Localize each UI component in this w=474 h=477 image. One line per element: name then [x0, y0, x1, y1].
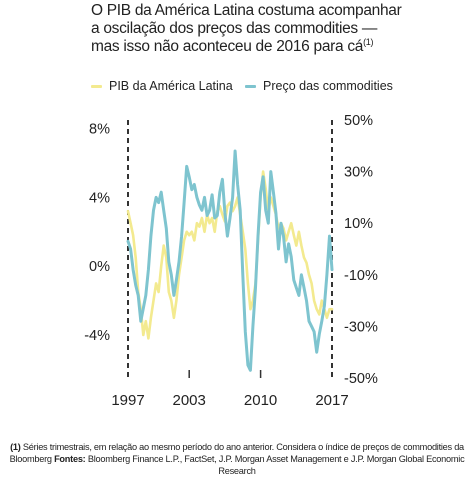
x-tick-label: 2003	[173, 392, 206, 409]
right-axis-tick-label: 50%	[344, 113, 373, 129]
legend-item-commodities: Preço das commodities	[245, 79, 393, 93]
left-axis-tick-label: -4%	[84, 328, 110, 344]
chart-title-line-1: O PIB da América Latina costuma acompanh…	[91, 2, 402, 19]
left-axis-tick-label: 4%	[89, 190, 110, 206]
chart-title: O PIB da América Latina costuma acompanh…	[91, 2, 471, 56]
legend-label-commodities: Preço das commodities	[263, 79, 393, 93]
x-tick-label: 2010	[244, 392, 277, 409]
title-footnote-marker: (1)	[363, 36, 374, 47]
left-axis-tick-label: 0%	[89, 259, 110, 275]
footer-sources-text: Bloomberg Finance L.P., FactSet, J.P. Mo…	[87, 454, 465, 476]
legend-swatch-pib	[91, 84, 102, 88]
right-axis-tick-label: -30%	[344, 319, 378, 335]
x-tick-label: 1997	[111, 392, 144, 409]
legend-label-pib: PIB da América Latina	[109, 79, 233, 93]
left-axis-tick-label: 8%	[89, 122, 110, 138]
right-axis-tick-label: -10%	[344, 268, 378, 284]
legend-swatch-commodities	[245, 84, 256, 88]
right-axis-tick-label: -50%	[344, 371, 378, 387]
footer-note-text: Séries trimestrais, em relação ao mesmo …	[22, 442, 464, 452]
chart-title-line-3-text: mas isso não aconteceu de 2016 para cá	[91, 38, 364, 55]
footer-sources-line: Bloomberg Fontes: Bloomberg Finance L.P.…	[0, 453, 474, 477]
series-line-pib	[126, 170, 334, 340]
footer-note-line-1: (1) Séries trimestrais, em relação ao me…	[0, 441, 474, 453]
footer-sources-label: Fontes:	[54, 454, 86, 464]
right-axis-tick-label: 30%	[344, 165, 373, 181]
chart-footer: (1) Séries trimestrais, em relação ao me…	[0, 441, 474, 477]
x-tick-label: 2017	[315, 392, 348, 409]
right-axis-tick-label: 10%	[344, 216, 373, 232]
footer-note-continuation: Bloomberg	[9, 454, 52, 464]
chart-title-line-3: mas isso não aconteceu de 2016 para cá(1…	[91, 36, 471, 56]
footer-note-marker: (1)	[10, 442, 21, 452]
chart-title-line-2: a oscilação dos preços das commodities —	[91, 20, 378, 37]
legend-item-pib: PIB da América Latina	[91, 79, 233, 93]
series-line-commodities	[126, 149, 334, 372]
